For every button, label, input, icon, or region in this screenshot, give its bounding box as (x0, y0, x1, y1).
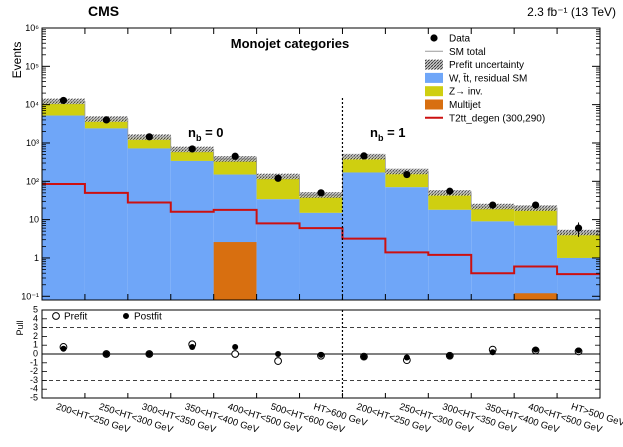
data-point (231, 152, 239, 160)
legend-label: Prefit uncertainty (449, 60, 524, 71)
zinv-bar (127, 137, 171, 149)
w-ttbar-bar (514, 225, 558, 300)
pull-y-tick-label: 0 (33, 349, 38, 359)
legend-marker-zinv (425, 86, 443, 97)
y-tick-label: 10⁻¹ (21, 291, 39, 301)
postfit-pull-point (275, 351, 282, 357)
pull-y-tick-label: 3 (33, 322, 38, 332)
zinv-bar (42, 101, 85, 116)
pull-y-tick-label: -5 (30, 393, 38, 403)
legend-label: T2tt_degen (300,290) (449, 113, 545, 124)
postfit-pull-point (103, 351, 110, 357)
postfit-pull-point (232, 343, 239, 350)
w-ttbar-bar (84, 128, 128, 300)
data-point (102, 116, 110, 124)
postfit-pull-point (146, 351, 153, 357)
y-axis-label: Events (10, 42, 24, 79)
zinv-bar (213, 159, 257, 175)
pull-y-tick-label: -2 (30, 366, 38, 376)
postfit-pull-point (532, 346, 539, 353)
pull-y-tick-label: 5 (33, 305, 38, 315)
luminosity-label: 2.3 fb⁻¹ (13 TeV) (527, 5, 616, 19)
y-tick-label: 10³ (26, 138, 39, 148)
data-point (403, 170, 411, 179)
plot-frame (41, 27, 601, 301)
y-tick-label: 10⁵ (25, 61, 39, 71)
legend-label: Multijet (449, 100, 481, 111)
postfit-pull-point (318, 351, 324, 358)
w-ttbar-bar (342, 172, 386, 300)
y-tick-label: 1 (34, 253, 39, 263)
prefit-pull-point (231, 350, 240, 358)
experiment-label: CMS (88, 3, 119, 19)
prefit-pull-point (274, 357, 282, 365)
w-ttbar-bar (385, 187, 429, 300)
postfit-pull-point (403, 354, 410, 361)
postfit-pull-point (575, 347, 582, 354)
data-point (145, 133, 153, 141)
y-tick-label: 10⁶ (25, 23, 39, 33)
data-point (360, 152, 368, 160)
zinv-bar (514, 208, 558, 226)
zinv-bar (299, 194, 343, 213)
pull-y-tick-label: -3 (30, 375, 38, 385)
data-point (574, 224, 583, 232)
postfit-pull-point (446, 352, 453, 359)
data-point (317, 189, 325, 197)
data-point (188, 145, 196, 153)
postfit-pull-point (189, 343, 196, 350)
zinv-bar (428, 192, 472, 210)
w-ttbar-bar (256, 199, 300, 300)
pull-axis-label: Pull (15, 320, 25, 335)
zinv-bar (471, 206, 515, 222)
postfit-pull-point (60, 345, 67, 352)
legend-label: SM total (449, 47, 486, 58)
pull-y-tick-label: 2 (33, 331, 38, 341)
multijet-bar (514, 293, 558, 300)
pull-y-tick-label: 4 (33, 313, 38, 323)
data-point (59, 96, 68, 105)
data-point (274, 174, 282, 182)
postfit-pull-point (360, 353, 367, 360)
pull-legend-marker-postfit (123, 313, 129, 319)
zinv-bar (256, 176, 300, 200)
legend-marker-multijet (425, 99, 443, 110)
w-ttbar-bar (557, 257, 600, 300)
chart-title: Monojet categories (231, 36, 349, 51)
postfit-pull-point (489, 349, 496, 356)
legend-marker-w (425, 72, 443, 83)
multijet-bar (213, 242, 257, 300)
pull-y-tick-label: 1 (33, 340, 38, 350)
y-tick-label: 10² (26, 176, 39, 186)
legend-label: W, t̄t, residual SM (449, 72, 527, 84)
legend-marker-prefit (425, 59, 443, 70)
pull-y-tick-label: -1 (30, 357, 38, 367)
pull-legend-label: Prefit (64, 312, 88, 323)
pull-legend-label: Postfit (134, 312, 162, 323)
y-tick-label: 10 (29, 215, 39, 225)
w-ttbar-bar (170, 160, 214, 300)
data-point (446, 187, 454, 195)
zinv-bar (84, 119, 128, 129)
w-ttbar-bar (299, 212, 343, 300)
pull-legend-marker-prefit (52, 312, 60, 320)
data-point (489, 201, 497, 209)
w-ttbar-bar (42, 115, 85, 300)
w-ttbar-bar (127, 148, 171, 300)
zinv-bar (385, 171, 429, 188)
region-label-nb0: nb = 0 (188, 125, 224, 143)
zinv-bar (170, 149, 214, 161)
w-ttbar-bar (471, 221, 515, 300)
data-point (532, 201, 540, 209)
legend-label: Data (449, 34, 471, 45)
signal-line (42, 183, 600, 276)
legend-marker-data (430, 34, 438, 42)
region-label-nb1: nb = 1 (370, 125, 406, 143)
legend-label: Z→ inv. (449, 87, 483, 98)
pull-y-tick-label: -4 (30, 384, 38, 394)
zinv-bar (342, 156, 386, 173)
y-tick-label: 10⁴ (25, 100, 39, 110)
